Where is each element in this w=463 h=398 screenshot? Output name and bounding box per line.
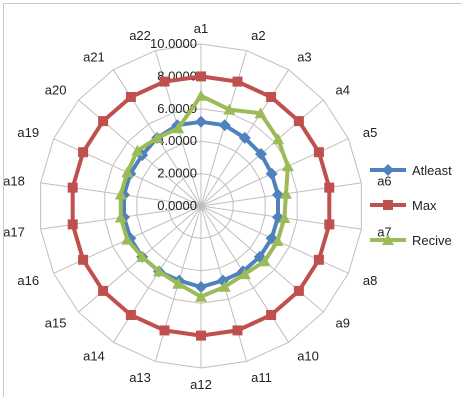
- category-labels: a1 a2a3a4a5a6a7a8a9a10a11a12a13a14a15a16a…: [4, 21, 392, 392]
- point-max-a8: [313, 254, 324, 265]
- legend-marker: [382, 164, 394, 176]
- point-recive-a3: [254, 107, 267, 119]
- legend-label: Recive: [412, 233, 452, 248]
- point-recive-a5: [281, 160, 294, 172]
- point-max-a1: [196, 71, 206, 82]
- category-label-a14: a14: [83, 349, 105, 364]
- point-max-a7: [324, 219, 335, 230]
- tick-label: 2.0000: [157, 166, 197, 181]
- series-max: [67, 71, 335, 341]
- point-max-a12: [196, 330, 206, 341]
- legend-marker: [382, 234, 394, 245]
- category-label-a21: a21: [83, 49, 105, 64]
- point-max-a18: [67, 182, 78, 193]
- point-atleast-a3: [238, 131, 251, 144]
- category-label-a15: a15: [45, 316, 67, 331]
- legend-item-atleast: Atleast: [370, 163, 452, 178]
- point-recive-a10: [238, 268, 251, 280]
- point-max-a13: [159, 325, 170, 336]
- category-label-a13: a13: [129, 370, 151, 385]
- legend-item-recive: Recive: [370, 233, 452, 248]
- category-label-a9: a9: [336, 316, 350, 331]
- category-label-a2: a2: [251, 28, 265, 43]
- point-recive-a18: [114, 188, 127, 200]
- point-max-a15: [98, 285, 109, 296]
- point-max-a5: [313, 147, 324, 158]
- point-max-a21: [125, 92, 136, 102]
- tick-label: 0.0000: [157, 198, 197, 213]
- category-label-a17: a17: [4, 224, 25, 239]
- legend-marker: [383, 200, 393, 210]
- point-max-a16: [78, 254, 89, 265]
- point-recive-a17: [114, 211, 127, 223]
- category-label-a1: a1: [194, 21, 208, 36]
- category-label-a22: a22: [129, 28, 151, 43]
- category-label-a11: a11: [251, 370, 272, 385]
- point-max-a4: [293, 116, 304, 127]
- point-max-a20: [98, 116, 109, 127]
- tick-label: 6.0000: [157, 101, 197, 116]
- tick-label: 10.0000: [150, 36, 197, 51]
- point-recive-a11: [218, 280, 231, 292]
- category-label-a8: a8: [363, 273, 377, 288]
- series-recive: [114, 89, 294, 302]
- point-recive-a20: [131, 144, 144, 156]
- legend-label: Atleast: [412, 163, 452, 178]
- point-recive-a21: [151, 131, 164, 143]
- point-recive-a1: [195, 89, 207, 101]
- point-recive-a14: [153, 265, 165, 277]
- point-max-a6: [324, 182, 335, 193]
- series-layer: [67, 71, 335, 341]
- point-atleast-a2: [218, 119, 231, 132]
- point-max-a19: [78, 147, 89, 158]
- point-recive-a19: [121, 166, 134, 178]
- point-atleast-a4: [255, 148, 267, 160]
- category-label-a6: a6: [377, 174, 391, 189]
- category-label-a3: a3: [297, 49, 311, 64]
- point-recive-a4: [272, 133, 285, 145]
- legend-item-max: Max: [370, 198, 437, 213]
- point-max-a22: [159, 76, 170, 87]
- point-max-a11: [232, 325, 243, 336]
- tick-label: 4.0000: [157, 133, 197, 148]
- point-recive-a16: [121, 233, 134, 245]
- point-atleast-a5: [265, 167, 278, 180]
- point-atleast-a1: [195, 115, 207, 128]
- point-max-a14: [125, 310, 136, 320]
- point-recive-a6: [280, 187, 292, 199]
- category-label-a20: a20: [45, 82, 67, 97]
- point-recive-a22: [172, 122, 185, 134]
- point-recive-a2: [223, 103, 236, 115]
- point-max-a3: [266, 92, 277, 102]
- point-recive-a15: [136, 250, 149, 262]
- category-label-a4: a4: [336, 82, 350, 97]
- point-recive-a13: [172, 277, 185, 289]
- category-label-a19: a19: [17, 125, 39, 140]
- point-max-a2: [232, 76, 243, 87]
- point-recive-a7: [278, 212, 291, 223]
- category-label-a10: a10: [297, 349, 319, 364]
- category-label-a5: a5: [363, 125, 377, 140]
- point-atleast-a12: [195, 281, 207, 293]
- point-recive-a9: [258, 255, 271, 267]
- chart-area: 0.0000 2.0000 4.0000 6.0000 8.0000 10.0000 a1…: [3, 3, 462, 397]
- point-recive-a8: [271, 235, 284, 246]
- point-recive-a12: [195, 290, 207, 302]
- category-label-a16: a16: [17, 273, 39, 288]
- category-label-a18: a18: [4, 174, 25, 189]
- category-label-a12: a12: [190, 377, 212, 392]
- point-max-a10: [266, 310, 277, 320]
- point-max-a17: [67, 219, 78, 230]
- point-max-a9: [293, 285, 304, 296]
- legend: Atleast Max Recive: [370, 163, 452, 248]
- legend-label: Max: [412, 198, 437, 213]
